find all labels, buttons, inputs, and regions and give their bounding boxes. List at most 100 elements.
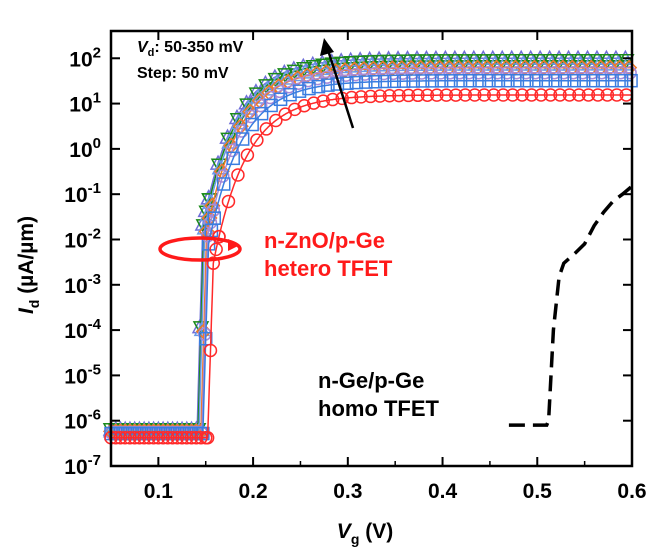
marker-vd-100-41: [359, 75, 373, 89]
homo-tfet-curve: [508, 184, 634, 427]
marker-vd-50-3: [118, 431, 132, 445]
marker-vd-50-36: [306, 96, 321, 110]
marker-vd-150-27: [225, 143, 240, 158]
marker-vd-250-59: [533, 55, 551, 71]
marker-vd-150-59: [528, 65, 543, 80]
marker-vd-50-2: [113, 431, 128, 445]
marker-vd-150-69: [623, 65, 637, 80]
marker-vd-250-61: [552, 55, 570, 71]
x-tick-label-0: 0.1: [144, 480, 174, 503]
marker-vd-250-60: [543, 55, 560, 71]
y-tick-label-1: 10-6: [64, 407, 101, 434]
y-tick-label-5: 10-2: [64, 225, 101, 252]
marker-vd-250-47: [420, 55, 437, 71]
marker-vd-50-8: [142, 431, 156, 445]
marker-vd-150-23: [203, 215, 218, 230]
marker-vd-150-25: [206, 203, 221, 217]
marker-vd-250-52: [467, 55, 484, 71]
marker-vd-150-66: [594, 65, 609, 80]
marker-vd-50-65: [581, 88, 596, 102]
marker-vd-100-55: [491, 73, 506, 88]
marker-vd-50-41: [354, 90, 368, 104]
marker-vd-50-62: [553, 88, 567, 102]
marker-vd-50-10: [151, 431, 166, 445]
marker-vd-250-40: [353, 56, 371, 73]
x-tick-label-1: 0.2: [238, 480, 267, 503]
marker-vd-50-46: [401, 88, 416, 103]
marker-vd-150-44: [386, 66, 401, 81]
marker-vd-150-38: [329, 69, 344, 83]
marker-vd-250-46: [410, 55, 428, 71]
marker-vd-100-57: [510, 73, 525, 88]
marker-vd-150-57: [509, 65, 524, 80]
marker-vd-250-62: [562, 55, 579, 71]
marker-vd-50-4: [123, 431, 137, 445]
marker-vd-50-61: [543, 88, 558, 102]
marker-vd-150-50: [443, 66, 457, 80]
marker-vd-50-31: [259, 122, 274, 136]
marker-vd-50-38: [325, 92, 340, 107]
marker-vd-100-46: [406, 74, 420, 88]
up-arrow: [320, 38, 355, 129]
marker-vd-100-28: [235, 132, 250, 146]
marker-vd-250-58: [524, 55, 541, 71]
marker-vd-250-39: [344, 57, 361, 73]
marker-vd-50-15: [175, 431, 189, 445]
y-tick-label-4: 10-3: [64, 271, 101, 298]
marker-vd-50-16: [180, 431, 194, 445]
marker-vd-50-11: [156, 431, 170, 445]
marker-vd-100-68: [614, 73, 629, 88]
marker-vd-50-32: [269, 113, 283, 128]
marker-vd-150-37: [320, 70, 334, 84]
marker-vd-250-49: [439, 55, 456, 71]
marker-vd-50-22: [203, 343, 218, 358]
hetero-label-line2: hetero TFET: [264, 256, 393, 281]
y-tick-label-9: 102: [69, 44, 101, 71]
marker-vd-50-56: [496, 88, 510, 102]
marker-vd-150-42: [367, 67, 382, 81]
marker-vd-150-29: [244, 109, 258, 124]
marker-vd-50-47: [411, 88, 425, 103]
marker-vd-250-37: [325, 58, 342, 75]
marker-vd-150-43: [377, 66, 391, 81]
marker-vd-100-35: [302, 81, 316, 96]
marker-vd-250-41: [363, 56, 380, 72]
marker-vd-50-68: [610, 88, 624, 102]
marker-vd-50-30: [250, 133, 264, 147]
marker-vd-150-30: [253, 98, 268, 113]
marker-vd-100-30: [254, 106, 269, 121]
marker-vd-250-51: [457, 55, 475, 71]
marker-vd-100-56: [501, 73, 515, 88]
marker-vd-50-48: [420, 88, 435, 102]
marker-vd-150-67: [604, 65, 618, 80]
marker-vd-250-50: [448, 55, 466, 71]
y-tick-label-7: 100: [69, 135, 101, 162]
marker-vd-250-53: [476, 55, 494, 71]
x-tick-label-2: 0.3: [333, 480, 362, 503]
marker-vd-250-42: [372, 56, 390, 72]
marker-vd-50-5: [127, 431, 142, 445]
marker-vd-50-54: [477, 88, 491, 102]
marker-vd-150-62: [557, 65, 571, 80]
marker-vd-250-56: [505, 55, 522, 71]
x-tick-label-3: 0.4: [428, 480, 458, 503]
marker-vd-150-49: [433, 66, 448, 80]
marker-vd-100-33: [283, 87, 297, 102]
marker-vd-50-60: [534, 88, 548, 102]
marker-vd-150-31: [263, 90, 277, 105]
axis-layer: 0.1 0.2 0.3 0.4 0.5 0.6 10-7 10-6 10-5 10-4 10-3 10…: [64, 31, 647, 503]
marker-vd-50-13: [165, 431, 180, 445]
marker-vd-150-56: [500, 65, 514, 80]
marker-vd-100-49: [434, 74, 449, 88]
marker-vd-50-24: [209, 242, 223, 257]
marker-vd-150-52: [462, 66, 476, 80]
marker-vd-150-58: [519, 65, 533, 80]
y-axis-label: Id (µA/µm): [15, 216, 42, 314]
marker-vd-150-26: [216, 169, 230, 183]
marker-vd-50-67: [600, 88, 615, 102]
marker-vd-100-42: [368, 75, 383, 89]
marker-vd-150-39: [339, 68, 353, 82]
marker-vd-50-7: [137, 431, 151, 445]
marker-vd-250-64: [581, 55, 598, 71]
